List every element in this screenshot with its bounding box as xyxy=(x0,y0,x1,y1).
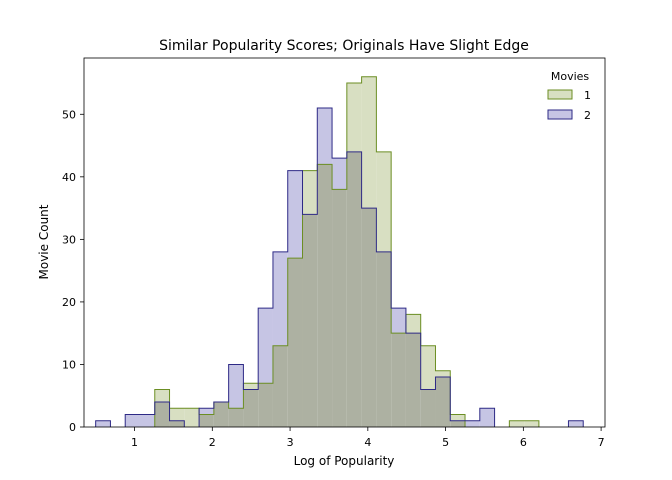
histogram-bar-2 xyxy=(95,420,111,427)
histogram-bar-2 xyxy=(287,170,303,259)
histogram-bar-2 xyxy=(125,414,140,427)
x-tick-label: 1 xyxy=(131,436,138,449)
overlap-bar xyxy=(213,401,229,427)
histogram-bar-1 xyxy=(302,170,318,215)
axes-frame xyxy=(83,57,606,428)
y-tick-label: 10 xyxy=(62,358,76,371)
overlap-bar xyxy=(361,208,377,427)
series-outline-2 xyxy=(95,107,584,427)
overlap-bar xyxy=(346,151,362,428)
histogram-bar-2 xyxy=(272,251,288,346)
x-tick-label: 6 xyxy=(520,436,527,449)
histogram-bar-1 xyxy=(243,383,259,390)
histogram-bar-2 xyxy=(317,108,333,165)
histogram-bar-2 xyxy=(465,420,480,427)
x-tick-label: 4 xyxy=(364,436,371,449)
overlap-bar xyxy=(405,333,421,427)
histogram-bar-1 xyxy=(169,408,185,421)
overlap-bar xyxy=(391,333,406,427)
histogram-bar-2 xyxy=(139,414,155,427)
y-axis-label: Movie Count xyxy=(37,204,51,279)
histogram-bar-1 xyxy=(524,420,539,427)
histogram-bar-2 xyxy=(228,364,244,409)
overlap-bar xyxy=(420,389,436,427)
overlap-bar xyxy=(228,408,244,427)
x-tick-label: 3 xyxy=(287,436,294,449)
histogram-bar-1 xyxy=(361,76,377,209)
histogram-bar-1 xyxy=(154,389,170,402)
y-tick-label: 40 xyxy=(62,171,76,184)
x-tick-label: 2 xyxy=(209,436,216,449)
overlap-bar xyxy=(450,420,466,427)
legend: Movies 1 2 xyxy=(547,70,591,122)
histogram-bar-2 xyxy=(479,408,495,427)
overlap-bar xyxy=(272,345,288,427)
histogram-bar-1 xyxy=(405,314,421,334)
x-axis-label: Log of Popularity xyxy=(294,454,395,468)
overlap-bar xyxy=(287,258,303,427)
histogram-bar-1 xyxy=(435,370,451,377)
histogram-bar-2 xyxy=(568,420,584,427)
overlap-bar xyxy=(154,401,170,427)
chart-title: Similar Popularity Scores; Originals Hav… xyxy=(159,38,529,54)
y-tick-label: 50 xyxy=(62,108,76,121)
overlap-bar xyxy=(199,414,214,427)
overlap-bar xyxy=(435,376,451,427)
overlap-bar xyxy=(317,164,333,428)
histogram-bar-1 xyxy=(346,83,362,152)
overlap-bar xyxy=(243,389,259,427)
overlap-bar xyxy=(258,383,273,427)
histogram-bar-2 xyxy=(332,158,347,190)
legend-label-1: 1 xyxy=(584,89,591,102)
x-tick-label: 5 xyxy=(442,436,449,449)
overlap-bar xyxy=(169,420,185,427)
legend-swatch-1 xyxy=(547,89,573,100)
overlap-bar xyxy=(376,251,392,427)
histogram-bar-1 xyxy=(184,408,200,427)
x-axis: 1 2 3 4 5 6 7 xyxy=(131,427,605,449)
y-tick-label: 20 xyxy=(62,296,76,309)
histogram-bar-1 xyxy=(420,345,436,390)
legend-label-2: 2 xyxy=(584,109,591,122)
histogram-bar-2 xyxy=(391,308,406,334)
histogram-bar-1 xyxy=(509,420,525,427)
y-tick-label: 30 xyxy=(62,233,76,246)
legend-title: Movies xyxy=(551,70,590,83)
overlap-bar xyxy=(332,189,347,427)
y-axis: 0 10 20 30 40 50 xyxy=(62,108,84,434)
histogram-bar-2 xyxy=(199,408,214,415)
histogram-bar-1 xyxy=(450,414,466,421)
x-tick-label: 7 xyxy=(598,436,605,449)
legend-swatch-2 xyxy=(547,109,573,120)
overlap-bar xyxy=(302,214,318,427)
histogram-bar-2 xyxy=(258,308,273,384)
plot-area xyxy=(83,57,606,428)
y-tick-label: 0 xyxy=(69,421,76,434)
histogram-bar-1 xyxy=(376,151,392,252)
